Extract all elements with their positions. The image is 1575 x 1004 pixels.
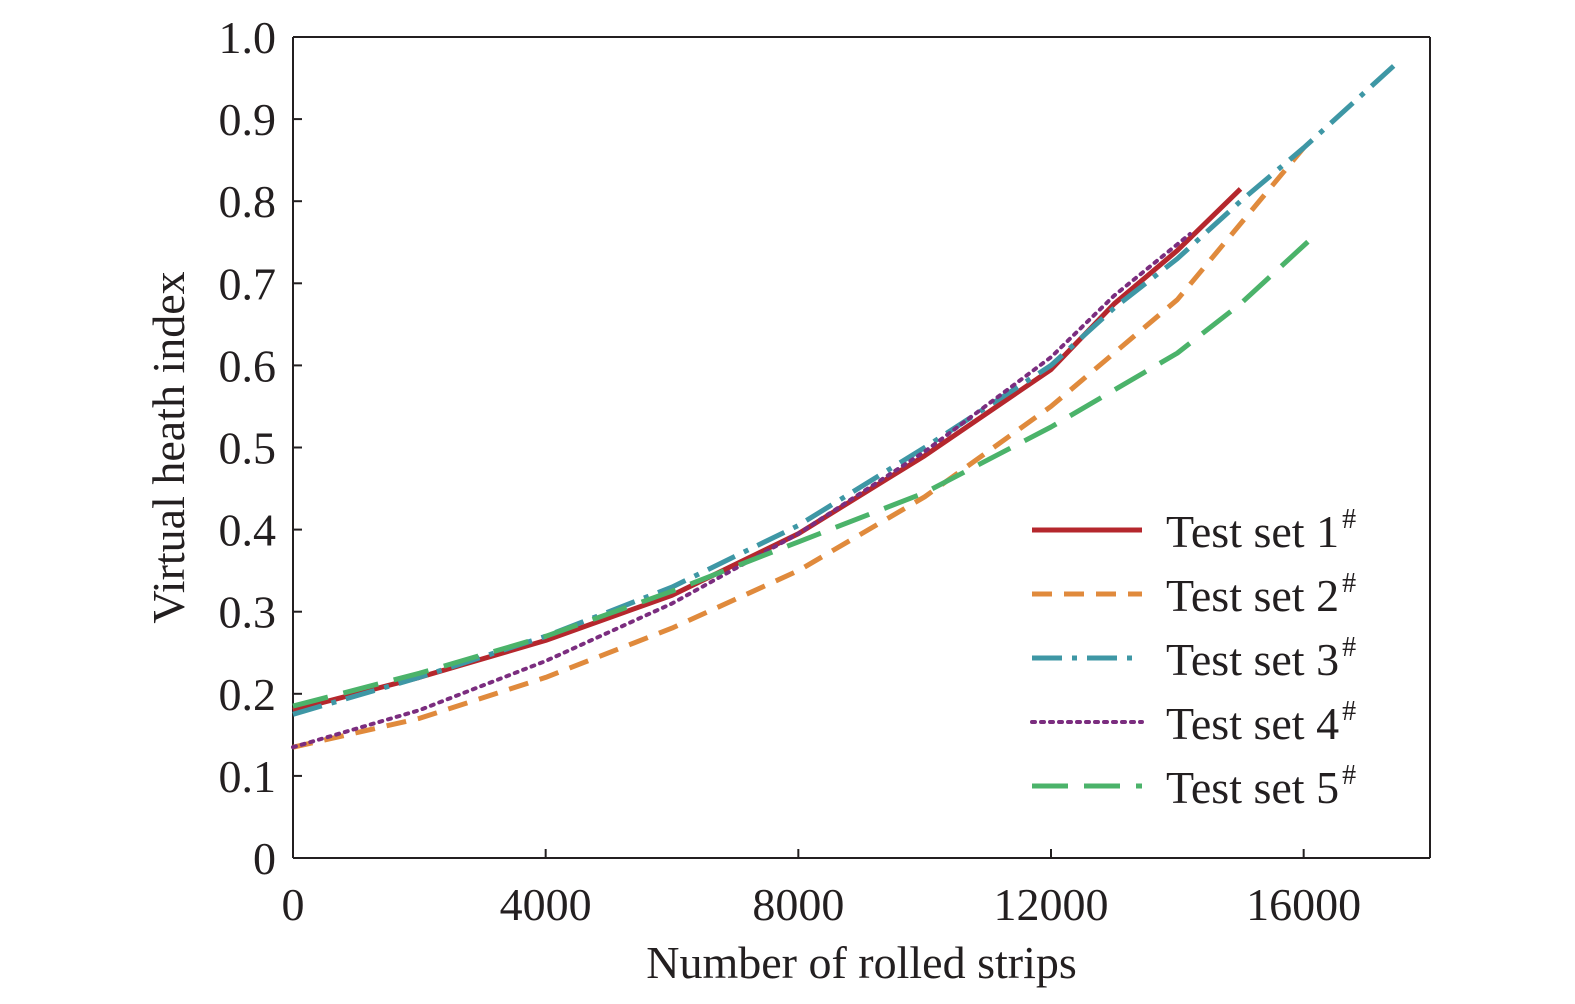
x-tick-label: 12000 (994, 879, 1109, 930)
y-tick-label: 0.7 (219, 258, 277, 309)
series-line-1 (292, 187, 1243, 713)
legend: Test set 1 #Test set 2 #Test set 3 #Test se… (1030, 504, 1356, 813)
legend-label-4: Test set 4 (1166, 698, 1339, 749)
legend-superscript-4: # (1342, 696, 1356, 727)
x-tick-label: 4000 (500, 879, 592, 930)
y-axis-title: Virtual heath index (143, 271, 194, 623)
plot-area (292, 36, 1431, 859)
series-lines (291, 59, 1401, 750)
series-line-5 (292, 232, 1318, 709)
y-tick-label: 0.2 (219, 669, 277, 720)
legend-superscript-2: # (1342, 568, 1356, 599)
y-tick-label: 0.9 (219, 94, 277, 145)
legend-label-1: Test set 1 (1166, 506, 1339, 557)
legend-superscript-1: # (1342, 504, 1356, 535)
y-tick-label: 0.8 (219, 176, 277, 227)
y-tick-label: 0.3 (219, 587, 277, 638)
y-tick-label: 0 (253, 833, 276, 884)
x-axis-title: Number of rolled strips (646, 937, 1077, 988)
y-tick-label: 0.4 (219, 505, 277, 556)
x-tick-label: 16000 (1246, 879, 1361, 930)
legend-superscript-5: # (1342, 760, 1356, 791)
y-tick-label: 0.1 (219, 751, 277, 802)
y-tick-label: 0.5 (219, 423, 277, 474)
y-tick-label: 0.6 (219, 340, 277, 391)
x-tick-label: 0 (282, 879, 305, 930)
y-axis-ticks: 0 0.1 0.2 0.3 0.4 0.5 0.6 0.7 0.8 0.9 1.0 (219, 12, 302, 884)
series-line-4 (291, 232, 1192, 750)
legend-label-2: Test set 2 (1166, 570, 1339, 621)
y-tick-label: 1.0 (219, 12, 277, 63)
x-tick-label: 8000 (752, 879, 844, 930)
legend-label-5: Test set 5 (1166, 762, 1339, 813)
legend-label-3: Test set 3 (1166, 634, 1339, 685)
legend-superscript-3: # (1342, 632, 1356, 663)
series-line-2 (292, 146, 1306, 750)
x-axis-ticks: 0 4000 8000 12000 16000 (282, 849, 1361, 930)
